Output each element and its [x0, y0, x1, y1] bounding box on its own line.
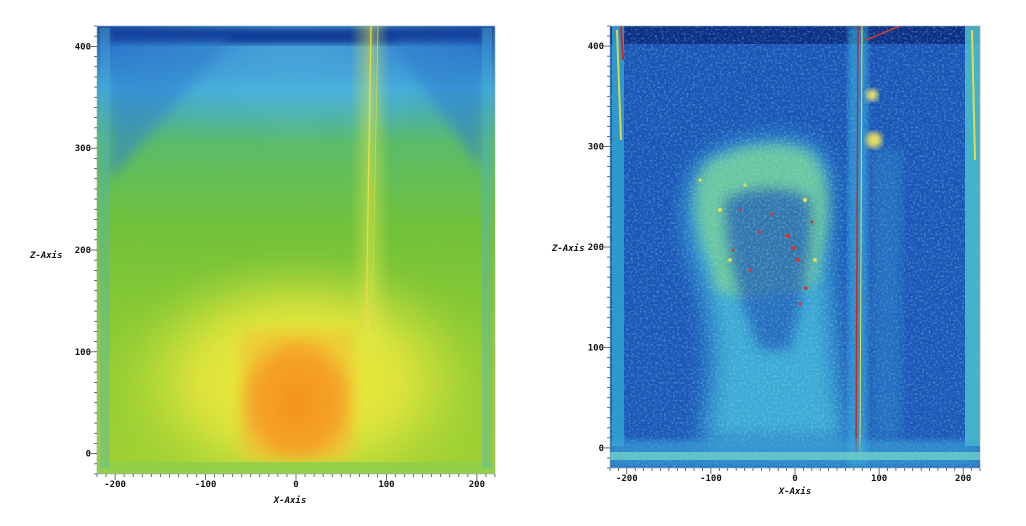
left-y-tick-label: 0 — [86, 450, 91, 460]
right-y-tick-label: 300 — [588, 143, 604, 153]
left-y-tick-label: 100 — [75, 348, 91, 358]
right-y-tick-label: 100 — [588, 343, 604, 353]
right-y-axis-label: Z-Axis — [551, 243, 585, 254]
left-y-tick-label: 300 — [75, 144, 91, 154]
left-panel: -200 -100 0 100 200 0 100 200 300 400 X-Axis Z-Ax… — [29, 25, 496, 506]
right-x-tick-label: 100 — [871, 474, 887, 484]
right-heatmap — [610, 26, 980, 468]
right-y-tick-label: 0 — [599, 444, 604, 454]
right-x-tick-label: 200 — [955, 474, 971, 484]
right-axes: -200 -100 0 100 200 0 100 200 300 400 — [588, 25, 981, 484]
right-x-tick-label: -200 — [616, 474, 638, 484]
left-x-tick-label: -200 — [104, 480, 126, 490]
left-x-tick-label: -100 — [195, 480, 217, 490]
left-x-tick-label: 0 — [293, 480, 298, 490]
right-x-tick-label: 0 — [792, 474, 797, 484]
left-x-axis-label: X-Axis — [273, 495, 307, 506]
right-x-tick-label: -100 — [700, 474, 722, 484]
left-heatmap — [97, 26, 495, 474]
right-x-axis-label: X-Axis — [778, 486, 812, 497]
left-y-tick-label: 200 — [75, 246, 91, 256]
right-y-tick-label: 200 — [588, 243, 604, 253]
left-axes: -200 -100 0 100 200 0 100 200 300 400 — [75, 25, 496, 490]
right-speckles — [731, 208, 814, 306]
right-panel: -200 -100 0 100 200 0 100 200 300 400 X-Axis Z-Ax… — [551, 25, 981, 497]
right-y-tick-label: 400 — [588, 42, 604, 52]
left-y-tick-label: 400 — [75, 42, 91, 52]
left-x-tick-label: 200 — [469, 480, 485, 490]
left-x-tick-label: 100 — [378, 480, 394, 490]
left-y-axis-label: Z-Axis — [29, 250, 63, 261]
